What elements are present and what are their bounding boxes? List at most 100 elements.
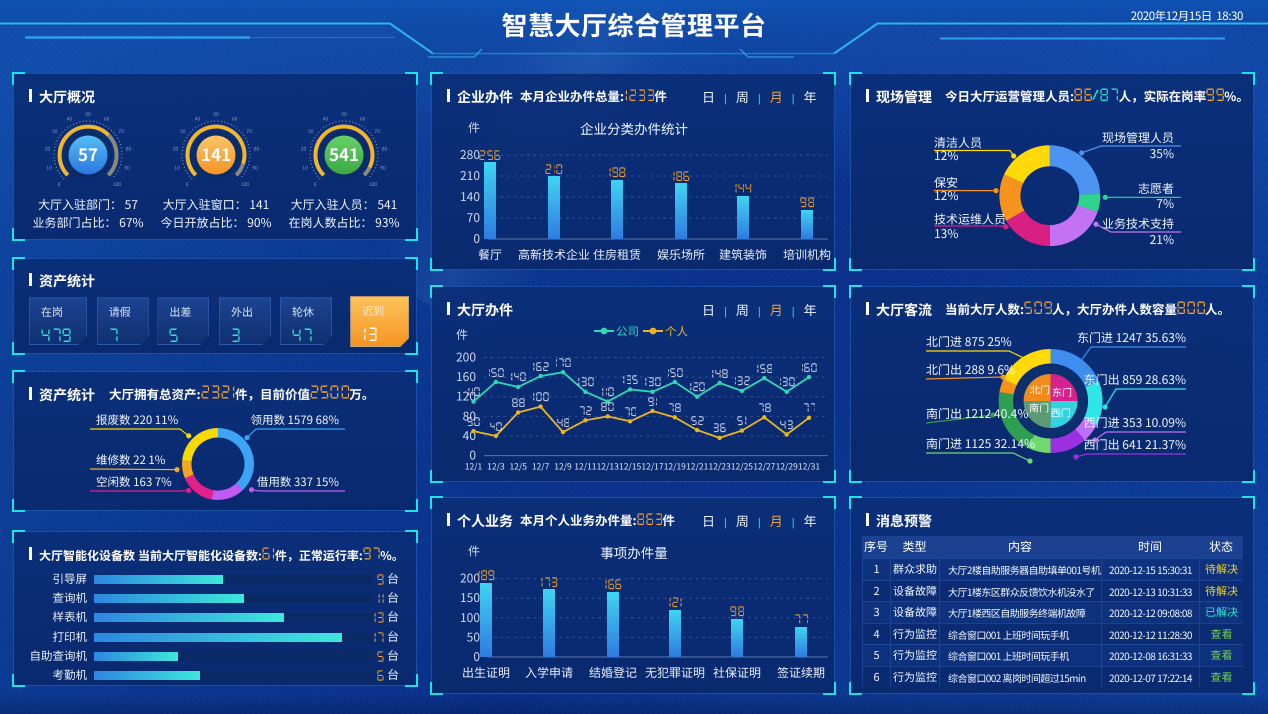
svg-text:70: 70 — [374, 128, 380, 135]
svg-text:210: 210 — [460, 167, 480, 184]
svg-text:12/9: 12/9 — [554, 461, 572, 473]
svg-text:技术运维人员: 技术运维人员 — [934, 211, 1006, 228]
svg-text:0: 0 — [58, 181, 61, 188]
svg-text:50: 50 — [85, 111, 91, 118]
svg-text:今日开放占比： 90%: 今日开放占比： 90% — [160, 214, 271, 231]
svg-text:12/29: 12/29 — [776, 461, 798, 473]
svg-text:20: 20 — [173, 146, 179, 153]
svg-text:南门进 1125 32.14%: 南门进 1125 32.14% — [926, 435, 1035, 452]
svg-text:业务部门占比： 67%: 业务部门占比： 67% — [32, 214, 143, 231]
svg-text:西门进 353 10.09%: 西门进 353 10.09% — [1084, 414, 1186, 431]
svg-text:领用数 1579 68%: 领用数 1579 68% — [250, 412, 339, 428]
svg-text:12/5: 12/5 — [509, 461, 527, 473]
svg-text:10: 10 — [302, 165, 308, 172]
svg-text:北门进 875 25%: 北门进 875 25% — [926, 333, 1012, 350]
svg-text:东门出 859 28.63%: 东门出 859 28.63% — [1084, 371, 1186, 388]
svg-text:280: 280 — [460, 146, 480, 163]
svg-text:大厅入驻窗口： 141: 大厅入驻窗口： 141 — [163, 196, 270, 213]
svg-text:大厅入驻部门： 57: 大厅入驻部门： 57 — [38, 196, 138, 213]
svg-text:0: 0 — [469, 447, 476, 464]
svg-text:90: 90 — [380, 165, 386, 172]
svg-text:40: 40 — [323, 116, 329, 123]
svg-text:13%: 13% — [934, 225, 958, 242]
svg-text:10: 10 — [174, 165, 180, 172]
svg-text:12%: 12% — [934, 147, 958, 164]
svg-text:0: 0 — [314, 181, 317, 188]
svg-text:北门: 北门 — [1030, 382, 1050, 397]
svg-text:120: 120 — [456, 388, 476, 405]
svg-text:维修数 22 1%: 维修数 22 1% — [96, 452, 166, 468]
svg-text:70: 70 — [246, 128, 252, 135]
svg-text:0: 0 — [473, 230, 480, 247]
svg-text:57: 57 — [78, 141, 98, 166]
svg-text:7%: 7% — [1156, 195, 1174, 212]
svg-text:0: 0 — [186, 181, 189, 188]
svg-text:北门出 288 9.6%: 北门出 288 9.6% — [926, 361, 1015, 378]
svg-text:清洁人员: 清洁人员 — [934, 134, 982, 151]
svg-text:12/7: 12/7 — [532, 461, 550, 473]
svg-text:21%: 21% — [1150, 231, 1174, 248]
svg-text:50: 50 — [341, 111, 347, 118]
svg-text:12/15: 12/15 — [619, 461, 641, 473]
svg-text:200: 200 — [460, 570, 480, 587]
svg-text:企业分类办件统计: 企业分类办件统计 — [580, 118, 688, 138]
svg-text:12%: 12% — [934, 187, 958, 204]
svg-text:40: 40 — [195, 116, 201, 123]
svg-text:件: 件 — [468, 543, 480, 560]
svg-text:12/1: 12/1 — [465, 461, 483, 473]
svg-text:80: 80 — [126, 146, 132, 153]
svg-text:10: 10 — [46, 165, 52, 172]
svg-text:12/19: 12/19 — [664, 461, 686, 473]
svg-text:141: 141 — [201, 141, 231, 166]
svg-text:60: 60 — [232, 116, 238, 123]
svg-text:20: 20 — [301, 146, 307, 153]
svg-text:80: 80 — [463, 407, 477, 424]
svg-text:160: 160 — [456, 368, 476, 385]
svg-text:保安: 保安 — [934, 174, 958, 191]
svg-text:50: 50 — [467, 628, 481, 645]
svg-text:100: 100 — [113, 181, 122, 188]
svg-text:80: 80 — [254, 146, 260, 153]
svg-text:12/31: 12/31 — [798, 461, 820, 473]
svg-text:30: 30 — [308, 128, 314, 135]
svg-text:大厅入驻人员： 541: 大厅入驻人员： 541 — [291, 196, 398, 213]
svg-text:志愿者: 志愿者 — [1138, 180, 1174, 197]
svg-text:200: 200 — [456, 349, 476, 366]
svg-text:12/17: 12/17 — [641, 461, 663, 473]
svg-text:40: 40 — [67, 116, 73, 123]
svg-text:541: 541 — [329, 141, 359, 166]
svg-text:20: 20 — [45, 146, 51, 153]
svg-text:100: 100 — [369, 181, 378, 188]
svg-text:60: 60 — [360, 116, 366, 123]
svg-text:在岗人数占比： 93%: 在岗人数占比： 93% — [288, 214, 399, 231]
svg-text:12/13: 12/13 — [597, 461, 619, 473]
svg-text:100: 100 — [241, 181, 250, 188]
svg-text:12/21: 12/21 — [686, 461, 708, 473]
svg-text:西门出 641 21.37%: 西门出 641 21.37% — [1084, 436, 1186, 453]
svg-text:0: 0 — [473, 648, 480, 665]
svg-text:150: 150 — [460, 589, 480, 606]
svg-text:个人: 个人 — [665, 324, 688, 340]
svg-text:60: 60 — [104, 116, 110, 123]
svg-text:35%: 35% — [1150, 145, 1174, 162]
svg-text:70: 70 — [118, 128, 124, 135]
svg-text:30: 30 — [52, 128, 58, 135]
svg-text:西门: 西门 — [1051, 405, 1071, 420]
svg-text:报废数 220 11%: 报废数 220 11% — [96, 412, 179, 428]
svg-text:90: 90 — [124, 165, 130, 172]
svg-text:件: 件 — [468, 119, 480, 136]
svg-text:12/3: 12/3 — [487, 461, 505, 473]
svg-text:50: 50 — [213, 111, 219, 118]
svg-text:12/27: 12/27 — [753, 461, 775, 473]
svg-text:南门: 南门 — [1029, 400, 1049, 415]
svg-text:事项办件量: 事项办件量 — [600, 542, 668, 562]
svg-text:件: 件 — [456, 326, 468, 343]
svg-text:南门出 1212 40.4%: 南门出 1212 40.4% — [926, 405, 1028, 422]
svg-text:90: 90 — [252, 165, 258, 172]
svg-text:12/11: 12/11 — [574, 461, 596, 473]
svg-text:东门进 1247 35.63%: 东门进 1247 35.63% — [1077, 329, 1186, 346]
svg-text:12/25: 12/25 — [731, 461, 753, 473]
svg-text:借用数 337 15%: 借用数 337 15% — [257, 474, 340, 490]
svg-text:70: 70 — [467, 209, 481, 226]
svg-text:80: 80 — [382, 146, 388, 153]
